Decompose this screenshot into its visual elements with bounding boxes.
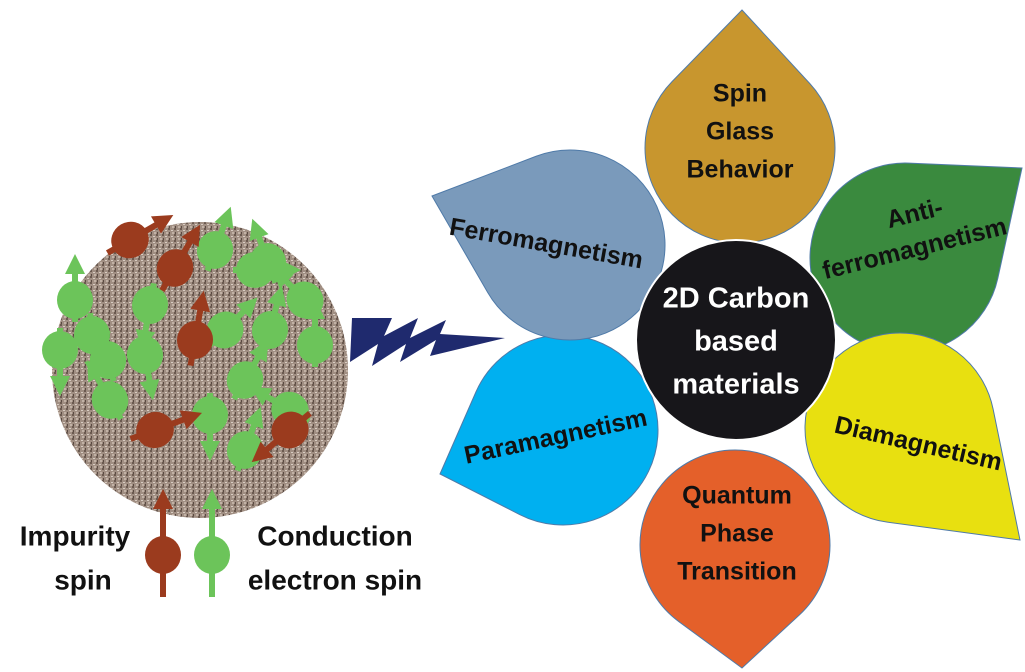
spin-ball: [206, 311, 244, 349]
spin-ball: [126, 336, 164, 374]
petal-label: Transition: [677, 558, 796, 586]
spin-ball: [131, 286, 169, 324]
spin-head: [281, 260, 301, 280]
spin-ball: [192, 396, 228, 434]
spin-ball: [145, 536, 181, 574]
spin-ball: [271, 411, 309, 449]
spin-ball: [57, 281, 93, 319]
spin-ball: [251, 311, 289, 349]
legend-label: Conduction: [257, 520, 413, 551]
spin: [57, 254, 93, 322]
spin: [297, 299, 333, 367]
petal-label: Glass: [706, 118, 774, 146]
petals: SpinGlassBehaviorAnti-ferromagnetismDiam…: [431, 9, 1023, 669]
spin-head: [249, 340, 268, 363]
spin: [226, 340, 268, 401]
spin-head: [91, 315, 111, 338]
spin-head: [305, 299, 325, 319]
spin: [251, 285, 289, 353]
spin-head: [251, 441, 274, 463]
spin: [87, 360, 129, 421]
petal-label: Quantum: [682, 482, 792, 510]
spin-ball: [196, 231, 234, 269]
center-label: materials: [672, 369, 799, 401]
spin-head: [87, 360, 106, 383]
spin: [233, 252, 301, 288]
center-label: 2D Carbon: [663, 283, 810, 315]
spin-head: [179, 410, 202, 430]
spin: [145, 489, 181, 597]
spin-head: [50, 376, 70, 396]
legend-label: electron spin: [248, 564, 422, 595]
spin-head: [202, 489, 222, 509]
spin-head: [153, 489, 173, 509]
spin-ball: [42, 331, 78, 369]
spin: [196, 206, 234, 272]
spin: [176, 290, 214, 367]
petal: [639, 449, 831, 669]
spin-ball: [236, 252, 274, 288]
petal-label: Behavior: [687, 156, 794, 184]
legend-label: Impurity: [20, 520, 131, 551]
lightning-arrow: [350, 318, 505, 366]
spin: [192, 393, 228, 461]
spin: [156, 224, 200, 293]
spin: [129, 410, 202, 449]
spin-head: [135, 328, 156, 351]
spin: [131, 282, 169, 351]
legend-spins: [145, 489, 230, 597]
spin: [251, 410, 312, 463]
spin-head: [181, 224, 200, 248]
spin-ball: [194, 536, 230, 574]
center-circle: [635, 239, 837, 441]
spin-head: [267, 285, 287, 308]
petal-label: Spin: [713, 80, 767, 108]
legend-label: spin: [54, 564, 112, 595]
spin: [105, 215, 174, 259]
petal: [439, 334, 659, 526]
spin: [194, 489, 230, 597]
spin-head: [200, 441, 220, 461]
spin-ball: [111, 221, 149, 259]
petal-label: Phase: [700, 520, 774, 548]
spin-ball: [136, 411, 174, 449]
spin-ball: [156, 249, 194, 287]
center-label: based: [694, 326, 778, 358]
spins: [42, 206, 333, 472]
spin-head: [244, 406, 264, 429]
spin-head: [190, 290, 211, 313]
spin-head: [249, 218, 269, 241]
spin-head: [250, 387, 273, 406]
spin-head: [65, 254, 85, 274]
spin-head: [214, 206, 234, 229]
spin-head: [150, 215, 174, 234]
spin-ball: [176, 321, 214, 359]
spin-ball: [297, 326, 333, 364]
spin-ball: [91, 381, 129, 419]
spin-head: [139, 378, 160, 401]
spin: [42, 328, 78, 396]
